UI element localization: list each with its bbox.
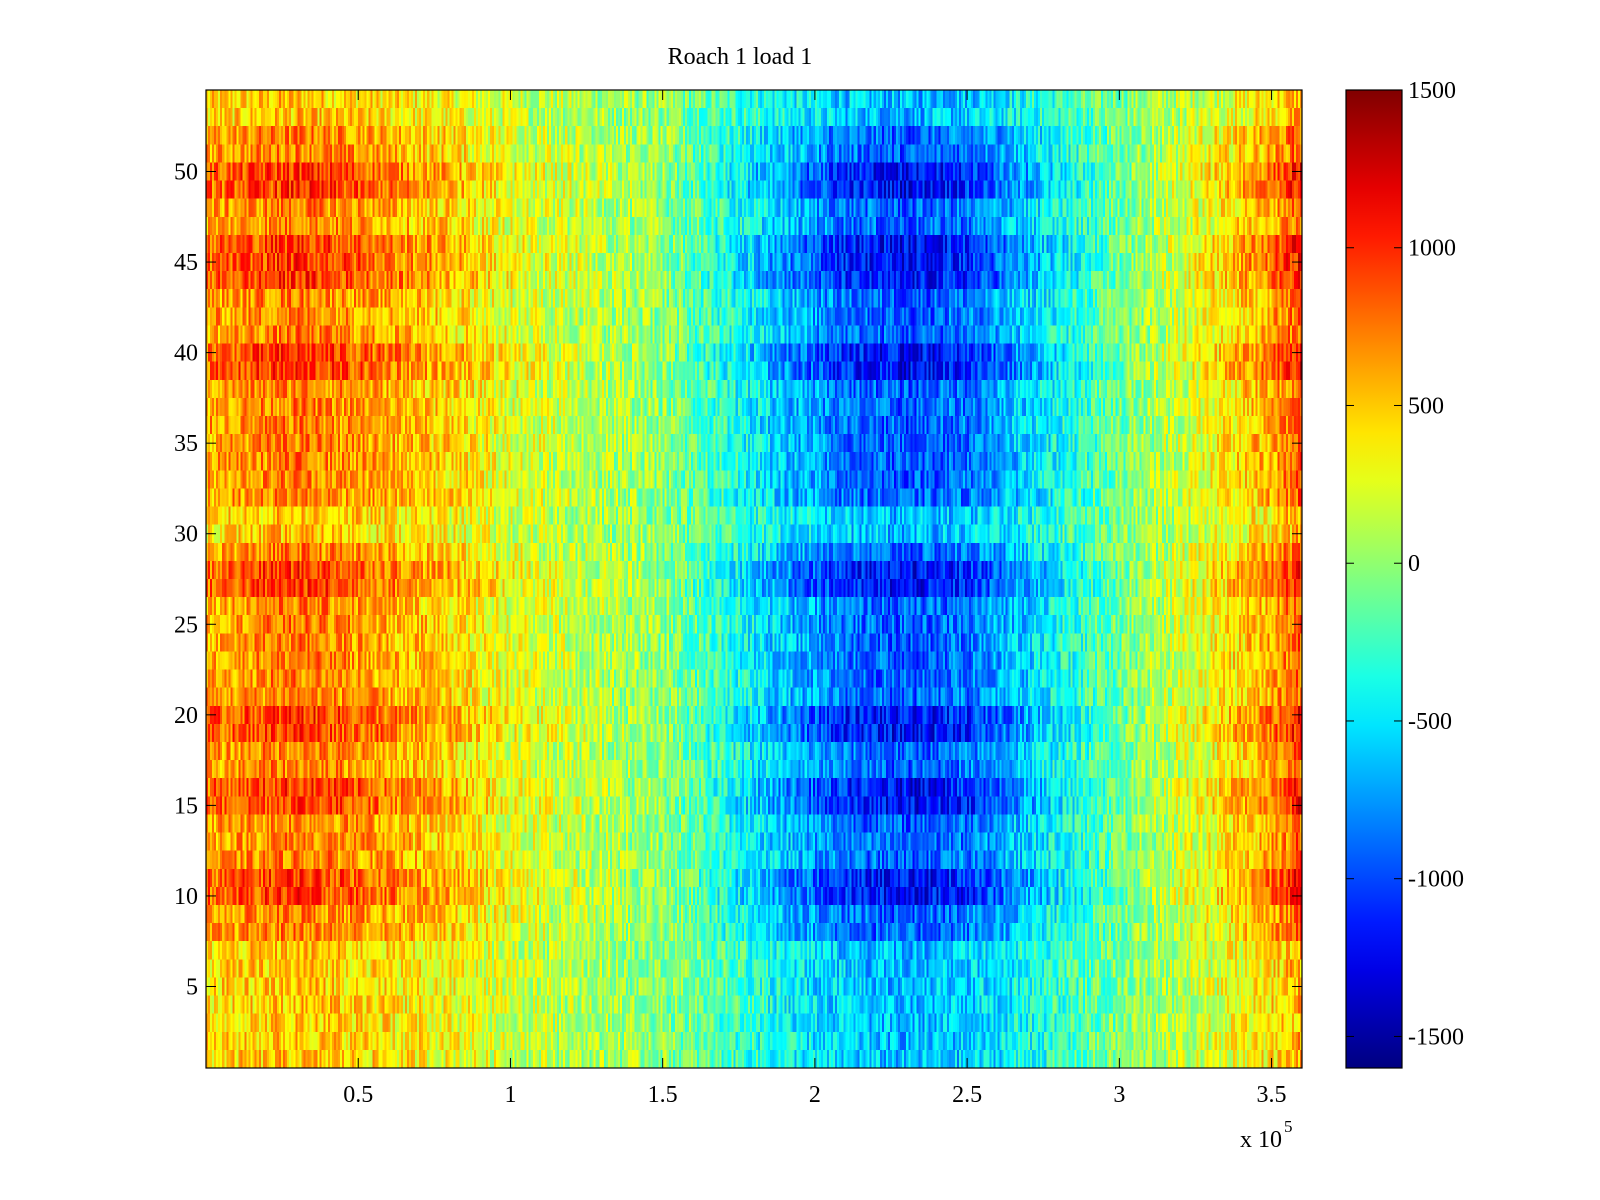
colorbar-tick-label: 0 [1408,551,1420,577]
colorbar: 1500 1000 500 0 -500 -1000 -1500 [1345,78,1464,1069]
plot-frame [205,89,1303,1069]
y-tick-label: 35 [174,431,198,457]
heatmap-image [206,90,1302,1068]
x-tick-label: 2.5 [952,1082,982,1108]
colorbar-gradient [1346,90,1402,1068]
colorbar-tick-label: 1000 [1408,236,1456,262]
chart-title: Roach 1 load 1 [668,44,813,70]
y-tick-label: 30 [174,522,198,548]
colorbar-tick-label: 1500 [1408,78,1456,104]
colorbar-frame [1345,89,1403,1069]
colorbar-tick-label: 500 [1408,393,1444,419]
y-tick-label: 20 [174,703,198,729]
y-tick-label: 10 [174,884,198,910]
x-tick-label: 0.5 [343,1082,373,1108]
y-tick-label: 50 [174,160,198,186]
y-tick-label: 25 [174,612,198,638]
colorbar-tick-label: -1000 [1408,867,1464,893]
x-axis-multiplier: x 10 5 [1240,1117,1293,1153]
x-tick-label: 1 [504,1082,516,1108]
y-axis: 5 10 15 20 25 30 35 40 45 50 [174,160,1302,1001]
x-multiplier-exponent: 5 [1284,1117,1293,1136]
y-tick-label: 5 [186,975,198,1001]
colorbar-tick-label: -500 [1408,709,1452,735]
y-tick-label: 45 [174,250,198,276]
x-tick-label: 3.5 [1257,1082,1287,1108]
heatmap-plot-area [205,89,1303,1069]
y-tick-label: 40 [174,341,198,367]
x-tick-label: 3 [1113,1082,1125,1108]
colorbar-tick-label: -1500 [1408,1024,1464,1050]
colorbar-ticks: 1500 1000 500 0 -500 -1000 -1500 [1346,78,1464,1050]
x-axis: 0.5 1 1.5 2 2.5 3 3.5 [343,90,1287,1108]
x-tick-label: 1.5 [648,1082,678,1108]
x-multiplier-base: x 10 [1240,1127,1282,1153]
x-tick-label: 2 [809,1082,821,1108]
y-tick-label: 15 [174,793,198,819]
